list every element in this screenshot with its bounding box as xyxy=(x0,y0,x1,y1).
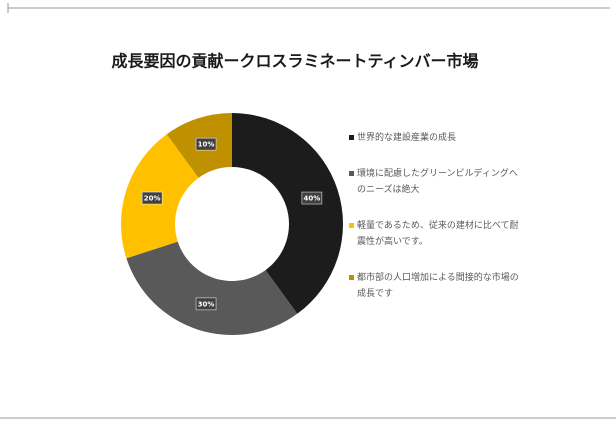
data-label-box xyxy=(195,137,217,151)
legend-label: 環境に配慮したグリーンビルディングへのニーズは絶大 xyxy=(357,169,518,195)
legend-label: 都市部の人口増加による間接的な市場の成長です xyxy=(357,273,519,299)
data-label-box xyxy=(195,297,217,311)
data-label-box xyxy=(141,191,163,205)
legend-swatch xyxy=(349,135,354,140)
donut-segment xyxy=(126,241,298,335)
chart-title: 成長要因の貢献ークロスラミネートティンバー市場 xyxy=(111,52,478,71)
legend-item: 都市部の人口増加による間接的な市場の成長です xyxy=(349,270,519,302)
data-label: 30% xyxy=(198,300,215,308)
legend-label: 世界的な建設産業の成長 xyxy=(357,133,457,143)
legend-item: 世界的な建設産業の成長 xyxy=(349,130,519,146)
data-label: 20% xyxy=(144,195,161,203)
legend-swatch xyxy=(349,171,354,176)
legend: 世界的な建設産業の成長環境に配慮したグリーンビルディングへのニーズは絶大 軽量であ… xyxy=(349,130,519,322)
data-label: 10% xyxy=(198,141,215,149)
legend-swatch xyxy=(349,223,354,228)
data-label: 40% xyxy=(304,195,321,203)
legend-item: 軽量であるため、従来の建材に比べて耐震性が高いです。 xyxy=(349,218,519,250)
legend-item: 環境に配慮したグリーンビルディングへのニーズは絶大 xyxy=(349,166,519,198)
donut-segment xyxy=(232,113,343,314)
legend-label: 軽量であるため、従来の建材に比べて耐震性が高いです。 xyxy=(357,221,519,247)
data-label-box xyxy=(301,191,323,205)
legend-swatch xyxy=(349,275,354,280)
